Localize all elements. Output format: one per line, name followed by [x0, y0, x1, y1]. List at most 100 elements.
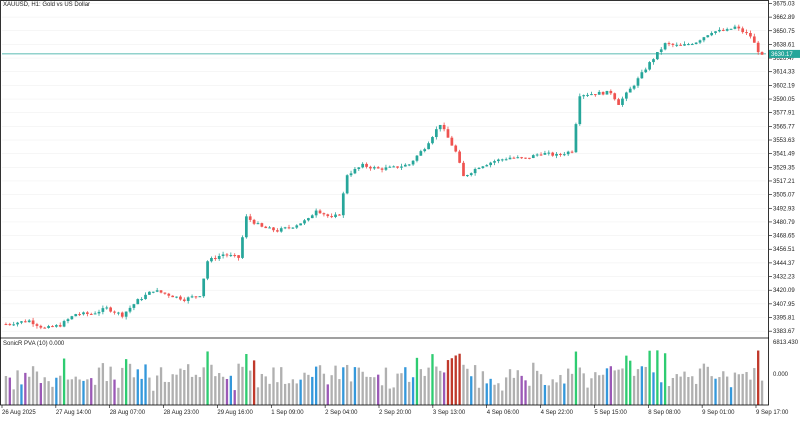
volume-bar [609, 366, 612, 405]
candle-body [287, 227, 291, 229]
candle-body [659, 49, 663, 53]
candle-body [221, 254, 225, 257]
candle-body [66, 319, 70, 322]
volume-bar [632, 375, 636, 405]
candle-body [656, 52, 659, 60]
candle-body [555, 153, 558, 156]
candle-body [489, 162, 492, 166]
candle-body [194, 296, 198, 298]
volume-bar [109, 366, 112, 405]
candle-body [551, 152, 555, 156]
candle-body [714, 31, 717, 33]
time-tick-label: 1 Sep 09:00 [271, 410, 304, 416]
volume-bar [4, 376, 8, 405]
volume-bar [311, 376, 314, 405]
candle-body [535, 154, 539, 156]
volume-bar [342, 367, 345, 405]
candle-body [504, 159, 508, 161]
time-tick-label: 28 Aug 07:00 [110, 410, 146, 416]
volume-bar [644, 366, 647, 405]
volume-bar [229, 375, 232, 405]
volume-bar [687, 377, 690, 405]
volume-bar [640, 366, 644, 405]
time-tick-label: 29 Aug 16:00 [217, 410, 253, 416]
volume-bar [299, 379, 302, 405]
candle-body [628, 88, 632, 93]
volume-bar [683, 371, 686, 405]
volume-bar [543, 384, 547, 405]
volume-bar [272, 367, 275, 405]
volume-bar [760, 380, 764, 405]
volume-bar [663, 353, 667, 405]
volume-bar [419, 369, 422, 405]
time-tick-label: 5 Sep 15:00 [594, 410, 627, 416]
volume-bar [132, 377, 136, 405]
candle-body [454, 145, 458, 152]
volume-bar [171, 374, 174, 405]
candle-body [136, 299, 140, 305]
candle-body [307, 218, 310, 221]
candle-body [752, 36, 756, 43]
volume-bar [59, 375, 62, 405]
chart-frame [0, 0, 769, 406]
candle-body [23, 321, 27, 323]
volume-bar [357, 367, 360, 405]
candle-body [698, 40, 702, 43]
candle-body [512, 157, 516, 159]
volume-bar [187, 364, 190, 405]
volume-bar [307, 374, 310, 405]
candle-body [458, 151, 461, 163]
candle-body [578, 96, 582, 125]
candle-body [493, 161, 496, 163]
candle-body [632, 85, 636, 89]
candle-body [729, 28, 733, 30]
candle-body [86, 312, 89, 314]
volume-bar [501, 390, 504, 405]
price-tick-label: 3626.47 [773, 56, 795, 62]
price-tick-label: 3468.65 [773, 234, 795, 240]
volume-bar [757, 350, 760, 405]
candle-body [590, 94, 593, 96]
candle-body [124, 311, 128, 317]
price-tick-label: 3456.51 [773, 247, 795, 253]
candle-body [93, 313, 97, 315]
volume-bar [249, 370, 252, 405]
volume-bar [28, 376, 31, 405]
candle-body [508, 157, 512, 160]
candle-body [725, 29, 729, 31]
candle-body [151, 291, 155, 293]
price-tick-label: 3614.33 [773, 70, 795, 76]
volume-bar [93, 384, 97, 405]
volume-bar [268, 383, 271, 405]
candle-body [369, 166, 372, 169]
volume-bar [454, 355, 457, 405]
candle-body [182, 299, 186, 301]
time-tick-label: 26 Aug 2025 [2, 410, 36, 416]
candle-body [760, 52, 764, 55]
candle-body [97, 311, 101, 314]
volume-bar [586, 387, 589, 405]
candle-body [190, 296, 194, 298]
candle-body [155, 290, 159, 292]
candle-body [524, 157, 527, 159]
price-tick-label: 3480.79 [773, 220, 795, 226]
candle-body [109, 307, 112, 312]
volume-bar [508, 369, 512, 405]
candle-body [283, 227, 287, 229]
candle-body [621, 98, 624, 105]
candle-body [78, 314, 81, 316]
candle-body [341, 193, 345, 216]
candle-body [276, 230, 279, 232]
volume-bar [175, 374, 178, 405]
candle-body [423, 149, 427, 152]
volume-bar [497, 383, 500, 405]
volume-bar [415, 357, 419, 405]
candle-body [140, 299, 144, 301]
candle-body [667, 43, 671, 45]
volume-bar [291, 379, 295, 405]
volume-bar [536, 370, 539, 405]
candle-body [51, 326, 54, 328]
candle-body [268, 227, 271, 229]
